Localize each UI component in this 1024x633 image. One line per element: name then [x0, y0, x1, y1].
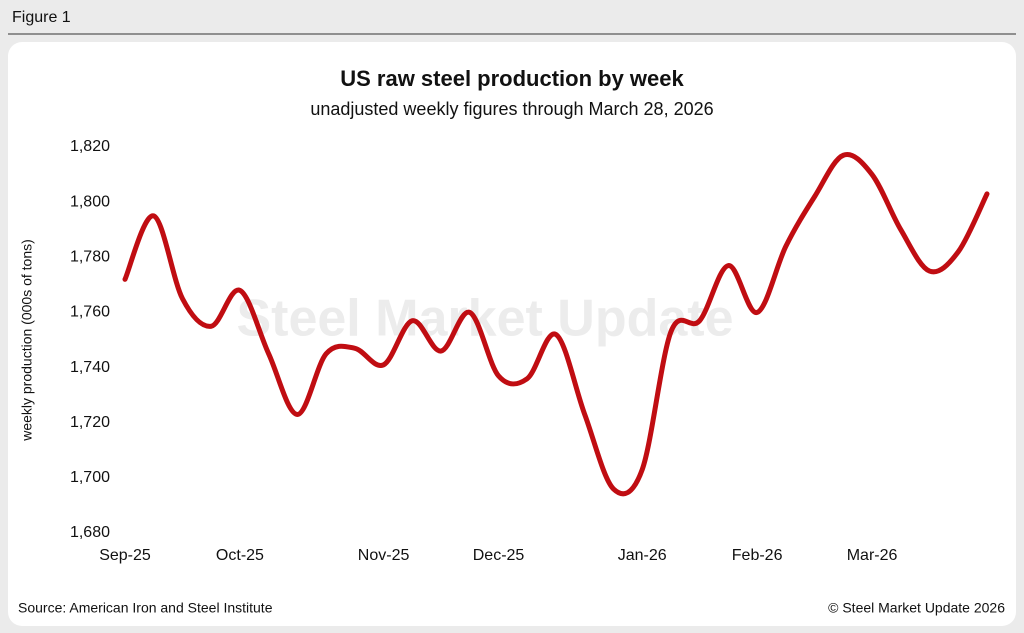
- x-tick-label: Feb-26: [732, 547, 783, 564]
- y-tick-label: 1,820: [70, 138, 110, 155]
- x-tick-label: Mar-26: [847, 547, 898, 564]
- x-tick-label: Sep-25: [99, 547, 151, 564]
- x-tick-label: Oct-25: [216, 547, 264, 564]
- source: Source: American Iron and Steel Institut…: [18, 600, 273, 616]
- chart-title: US raw steel production by week: [340, 66, 684, 91]
- y-tick-label: 1,740: [70, 359, 110, 376]
- y-tick-label: 1,780: [70, 249, 110, 266]
- x-tick-label: Nov-25: [358, 547, 410, 564]
- y-tick-label: 1,680: [70, 524, 110, 541]
- x-tick-label: Jan-26: [618, 547, 667, 564]
- y-axis-label: weekly production (000s of tons): [19, 239, 35, 442]
- y-tick-label: 1,800: [70, 193, 110, 210]
- y-tick-label: 1,760: [70, 304, 110, 321]
- y-tick-label: 1,720: [70, 414, 110, 431]
- panel: [8, 42, 1016, 626]
- credit: © Steel Market Update 2026: [828, 600, 1005, 616]
- chart-subtitle: unadjusted weekly figures through March …: [310, 99, 713, 119]
- figure-label: Figure 1: [12, 9, 71, 26]
- x-tick-label: Dec-25: [473, 547, 525, 564]
- data-line: [122, 152, 990, 497]
- y-tick-label: 1,700: [70, 469, 110, 486]
